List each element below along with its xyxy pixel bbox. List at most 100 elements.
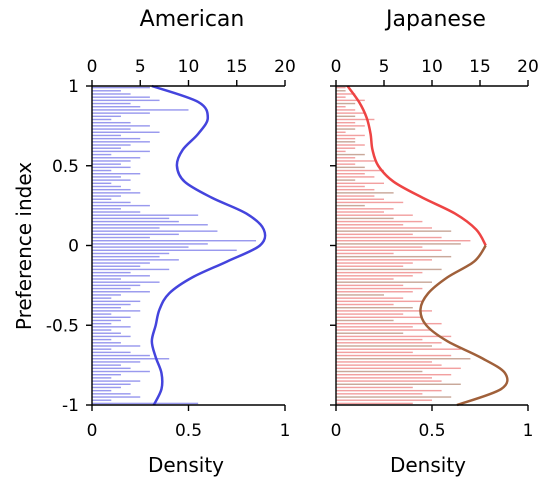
histogram-bar	[336, 329, 432, 331]
histogram-bar	[92, 370, 150, 373]
histogram-bar	[336, 306, 413, 309]
y-tick-label: 1	[68, 77, 79, 97]
histogram-bar	[336, 284, 404, 287]
histogram-bar	[92, 131, 160, 133]
histogram-bar	[336, 310, 432, 312]
histogram-bar	[92, 195, 121, 197]
histogram-bar	[92, 192, 141, 194]
histogram-bar	[336, 377, 432, 379]
histogram-bar	[92, 185, 121, 188]
histogram-bar	[336, 319, 394, 322]
histogram-bar	[336, 354, 452, 357]
histogram-bar	[92, 268, 170, 271]
histogram-bar	[336, 182, 384, 185]
histogram-bar	[92, 354, 150, 357]
histogram-bar	[336, 332, 404, 334]
histogram-bar	[336, 125, 365, 127]
histogram-bar	[92, 230, 218, 232]
histogram-bar	[336, 370, 423, 373]
histogram-bar	[336, 278, 394, 280]
histogram-bar	[336, 176, 375, 178]
x-tick-label: 0	[331, 421, 342, 441]
x-axis-label: Density	[148, 453, 224, 477]
histogram-bar	[336, 240, 471, 242]
histogram-bar	[92, 198, 112, 200]
histogram-bar	[92, 112, 150, 114]
histogram-bar	[336, 163, 356, 165]
histogram-bar	[336, 86, 346, 89]
histogram-bar	[92, 291, 150, 293]
density-curve-upper	[346, 85, 487, 247]
histogram-bar	[336, 326, 413, 328]
histogram-bar	[336, 345, 432, 347]
histogram-bar	[92, 160, 131, 162]
histogram-bar	[92, 147, 121, 149]
histogram-bar	[336, 188, 375, 191]
histogram-bar	[336, 265, 404, 267]
histogram-bar	[92, 310, 141, 312]
histogram-bar	[92, 137, 141, 140]
histogram-bar	[336, 262, 413, 264]
histogram-bar	[336, 134, 365, 137]
histogram-bar	[336, 99, 365, 102]
histogram-bar	[92, 351, 131, 354]
histogram-bar	[336, 106, 346, 108]
histogram-bar	[92, 322, 112, 325]
histogram-bar	[92, 306, 121, 309]
y-tick-label: 0	[68, 237, 79, 257]
histogram-bar	[92, 106, 141, 108]
histogram-bar	[92, 208, 121, 210]
histogram-bar	[336, 179, 356, 181]
histogram-bar	[336, 214, 413, 216]
x-tick-label: 0.5	[418, 421, 445, 441]
histogram-bar	[92, 240, 257, 242]
histogram-bar	[336, 361, 432, 363]
histogram-bar	[92, 297, 112, 299]
histogram-bar	[336, 144, 365, 146]
histogram-bar	[336, 393, 423, 395]
histogram-bar	[92, 109, 189, 111]
histogram-bar	[336, 389, 442, 392]
histogram-bar	[92, 166, 131, 169]
histogram-bar	[92, 233, 179, 236]
histogram-bar	[92, 361, 141, 363]
histogram-bar	[92, 86, 150, 89]
histogram-bar	[92, 217, 170, 220]
histogram-bar	[336, 297, 404, 299]
histogram-bar	[336, 335, 452, 338]
histogram-bar	[92, 211, 141, 213]
histogram-bar	[336, 383, 461, 385]
histogram-bar	[92, 125, 150, 127]
histogram-bar	[92, 380, 141, 382]
histogram-bar	[92, 236, 150, 239]
histogram-bar	[92, 115, 121, 118]
top-tick-label: 15	[226, 57, 248, 77]
histogram-bar	[336, 287, 423, 290]
histogram-bar	[92, 271, 131, 274]
histogram-bar	[92, 121, 131, 124]
histogram-bars	[336, 86, 471, 405]
histogram-bar	[336, 322, 442, 325]
top-tick-label: 20	[274, 57, 296, 77]
histogram-bar	[336, 303, 394, 306]
histogram-bar	[92, 252, 170, 255]
histogram-bar	[336, 169, 384, 172]
histogram-bar	[336, 338, 423, 341]
histogram-bar	[92, 383, 131, 385]
histogram-bar	[92, 332, 121, 334]
top-tick-label: 10	[178, 57, 200, 77]
histogram-bar	[92, 313, 112, 315]
histogram-bar	[92, 342, 121, 344]
histogram-bar	[336, 192, 394, 194]
y-tick-label: -1	[62, 396, 79, 416]
panel-japanese: Japanese 0 0.5 10 5 10 15 20 Density	[330, 7, 539, 477]
histogram-bar	[92, 329, 112, 331]
histogram-bar	[92, 281, 160, 283]
histogram-bar	[92, 348, 112, 350]
histogram-bar	[336, 112, 365, 114]
axis-ticks: 0 0.5 10 5 10 15 20	[330, 57, 539, 441]
histogram-bar	[336, 208, 394, 210]
histogram-bar	[336, 224, 404, 226]
